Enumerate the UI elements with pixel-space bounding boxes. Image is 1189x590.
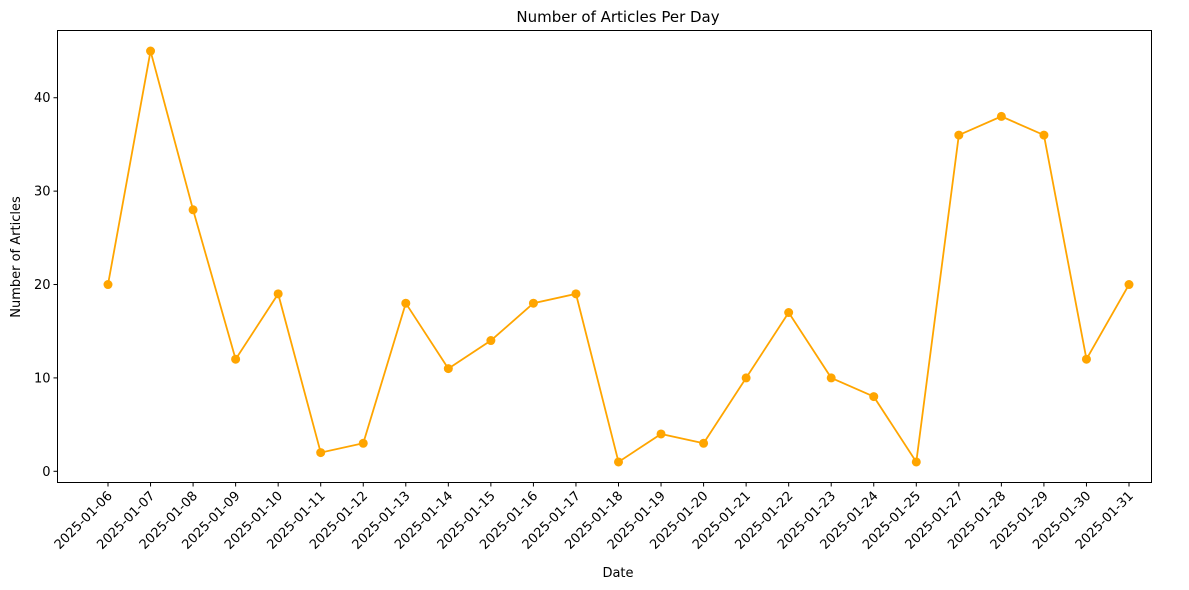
data-point bbox=[954, 130, 964, 140]
y-tick-label: 20 bbox=[34, 278, 51, 293]
y-axis-title: Number of Articles bbox=[9, 196, 24, 318]
data-point bbox=[316, 448, 326, 458]
data-point bbox=[1039, 130, 1049, 140]
data-point bbox=[911, 457, 921, 467]
data-point bbox=[401, 298, 411, 308]
x-axis-title: Date bbox=[602, 566, 633, 581]
data-point bbox=[784, 308, 794, 318]
data-point bbox=[486, 336, 496, 346]
y-tick-label: 30 bbox=[34, 185, 51, 200]
y-tick-label: 40 bbox=[34, 91, 51, 106]
data-point bbox=[443, 364, 453, 374]
data-point bbox=[656, 429, 666, 439]
data-point bbox=[1081, 354, 1091, 364]
y-axis: 0 10 20 30 40 bbox=[34, 91, 58, 480]
data-point bbox=[826, 373, 836, 383]
data-point bbox=[571, 289, 581, 299]
data-point bbox=[528, 298, 538, 308]
data-point bbox=[103, 280, 113, 290]
series-markers bbox=[103, 46, 1134, 467]
y-tick-label: 0 bbox=[42, 465, 50, 480]
data-point bbox=[231, 354, 241, 364]
data-point bbox=[188, 205, 198, 215]
data-point bbox=[358, 438, 368, 448]
plot-area bbox=[57, 30, 1152, 483]
plot-frame bbox=[57, 30, 1152, 483]
data-point bbox=[869, 392, 879, 402]
data-point bbox=[273, 289, 283, 299]
chart-title: Number of Articles Per Day bbox=[516, 8, 719, 26]
data-point bbox=[1124, 280, 1134, 290]
data-point bbox=[614, 457, 623, 467]
data-point bbox=[996, 111, 1006, 121]
y-tick-label: 10 bbox=[34, 371, 51, 386]
data-point bbox=[146, 46, 156, 56]
data-point bbox=[741, 373, 751, 383]
data-point bbox=[699, 438, 709, 448]
